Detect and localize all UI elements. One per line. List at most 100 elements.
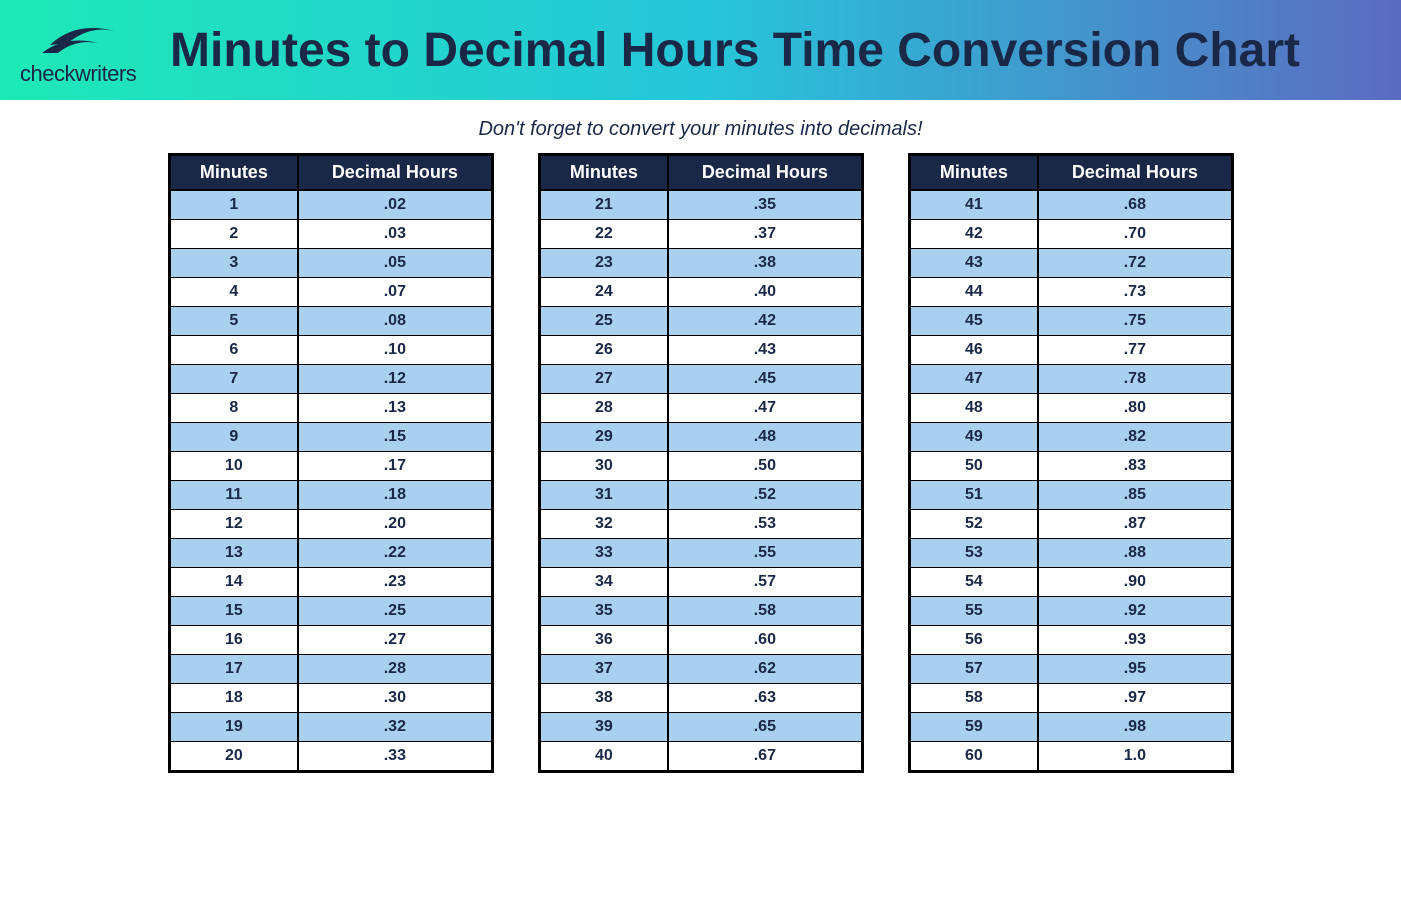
decimal-hours-cell: .72 <box>1038 249 1232 278</box>
decimal-hours-cell: .30 <box>298 684 492 713</box>
table-row: 5.08 <box>169 307 492 336</box>
decimal-hours-cell: .50 <box>668 452 862 481</box>
table-header-row: Minutes Decimal Hours <box>909 155 1232 191</box>
minutes-cell: 39 <box>539 713 668 742</box>
decimal-hours-cell: .80 <box>1038 394 1232 423</box>
minutes-cell: 6 <box>169 336 298 365</box>
minutes-cell: 2 <box>169 220 298 249</box>
table-header-row: Minutes Decimal Hours <box>169 155 492 191</box>
minutes-cell: 53 <box>909 539 1038 568</box>
decimal-hours-cell: .27 <box>298 626 492 655</box>
decimal-hours-cell: .60 <box>668 626 862 655</box>
minutes-cell: 9 <box>169 423 298 452</box>
decimal-hours-cell: .93 <box>1038 626 1232 655</box>
decimal-hours-cell: .78 <box>1038 365 1232 394</box>
minutes-cell: 37 <box>539 655 668 684</box>
table-row: 45.75 <box>909 307 1232 336</box>
decimal-hours-cell: .02 <box>298 190 492 220</box>
table-row: 26.43 <box>539 336 862 365</box>
decimal-hours-cell: .10 <box>298 336 492 365</box>
decimal-hours-cell: .05 <box>298 249 492 278</box>
decimal-hours-cell: .33 <box>298 742 492 772</box>
minutes-cell: 22 <box>539 220 668 249</box>
table-row: 22.37 <box>539 220 862 249</box>
table-row: 25.42 <box>539 307 862 336</box>
decimal-hours-cell: .47 <box>668 394 862 423</box>
decimal-hours-cell: .52 <box>668 481 862 510</box>
subtitle-text: Don't forget to convert your minutes int… <box>0 100 1401 153</box>
decimal-hours-cell: .37 <box>668 220 862 249</box>
minutes-cell: 33 <box>539 539 668 568</box>
minutes-cell: 8 <box>169 394 298 423</box>
decimal-hours-cell: .15 <box>298 423 492 452</box>
table-row: 43.72 <box>909 249 1232 278</box>
table-row: 16.27 <box>169 626 492 655</box>
decimal-hours-cell: .68 <box>1038 190 1232 220</box>
decimal-hours-cell: .85 <box>1038 481 1232 510</box>
minutes-cell: 52 <box>909 510 1038 539</box>
conversion-table-2: Minutes Decimal Hours 21.3522.3723.3824.… <box>538 153 864 773</box>
decimal-hours-cell: .13 <box>298 394 492 423</box>
table-row: 54.90 <box>909 568 1232 597</box>
table-row: 3.05 <box>169 249 492 278</box>
minutes-cell: 3 <box>169 249 298 278</box>
minutes-cell: 46 <box>909 336 1038 365</box>
decimal-hours-cell: .98 <box>1038 713 1232 742</box>
minutes-cell: 19 <box>169 713 298 742</box>
table-row: 32.53 <box>539 510 862 539</box>
minutes-cell: 59 <box>909 713 1038 742</box>
decimal-hours-cell: .12 <box>298 365 492 394</box>
table-row: 11.18 <box>169 481 492 510</box>
decimal-hours-cell: .95 <box>1038 655 1232 684</box>
decimal-hours-cell: .22 <box>298 539 492 568</box>
minutes-cell: 26 <box>539 336 668 365</box>
decimal-hours-cell: .40 <box>668 278 862 307</box>
decimal-hours-cell: .65 <box>668 713 862 742</box>
decimal-hours-cell: .32 <box>298 713 492 742</box>
brand-name: checkwriters <box>20 61 136 87</box>
decimal-hours-cell: .23 <box>298 568 492 597</box>
table-row: 47.78 <box>909 365 1232 394</box>
logo-mark-icon <box>20 13 140 63</box>
table-row: 12.20 <box>169 510 492 539</box>
minutes-cell: 28 <box>539 394 668 423</box>
table-body-2: 21.3522.3723.3824.4025.4226.4327.4528.47… <box>539 190 862 772</box>
minutes-cell: 4 <box>169 278 298 307</box>
minutes-cell: 21 <box>539 190 668 220</box>
minutes-cell: 50 <box>909 452 1038 481</box>
decimal-hours-cell: .73 <box>1038 278 1232 307</box>
decimal-hours-cell: .55 <box>668 539 862 568</box>
minutes-cell: 54 <box>909 568 1038 597</box>
table-row: 601.0 <box>909 742 1232 772</box>
minutes-cell: 18 <box>169 684 298 713</box>
col-decimal-hours: Decimal Hours <box>668 155 862 191</box>
table-row: 8.13 <box>169 394 492 423</box>
table-row: 7.12 <box>169 365 492 394</box>
table-row: 51.85 <box>909 481 1232 510</box>
table-row: 39.65 <box>539 713 862 742</box>
decimal-hours-cell: .57 <box>668 568 862 597</box>
minutes-cell: 47 <box>909 365 1038 394</box>
table-row: 29.48 <box>539 423 862 452</box>
minutes-cell: 12 <box>169 510 298 539</box>
table-row: 38.63 <box>539 684 862 713</box>
decimal-hours-cell: .53 <box>668 510 862 539</box>
minutes-cell: 48 <box>909 394 1038 423</box>
decimal-hours-cell: .83 <box>1038 452 1232 481</box>
decimal-hours-cell: .08 <box>298 307 492 336</box>
table-row: 13.22 <box>169 539 492 568</box>
table-row: 28.47 <box>539 394 862 423</box>
table-row: 20.33 <box>169 742 492 772</box>
decimal-hours-cell: .43 <box>668 336 862 365</box>
decimal-hours-cell: .87 <box>1038 510 1232 539</box>
decimal-hours-cell: .48 <box>668 423 862 452</box>
minutes-cell: 43 <box>909 249 1038 278</box>
table-row: 53.88 <box>909 539 1232 568</box>
decimal-hours-cell: .45 <box>668 365 862 394</box>
minutes-cell: 13 <box>169 539 298 568</box>
col-minutes: Minutes <box>169 155 298 191</box>
decimal-hours-cell: .97 <box>1038 684 1232 713</box>
table-row: 41.68 <box>909 190 1232 220</box>
table-row: 23.38 <box>539 249 862 278</box>
decimal-hours-cell: .63 <box>668 684 862 713</box>
